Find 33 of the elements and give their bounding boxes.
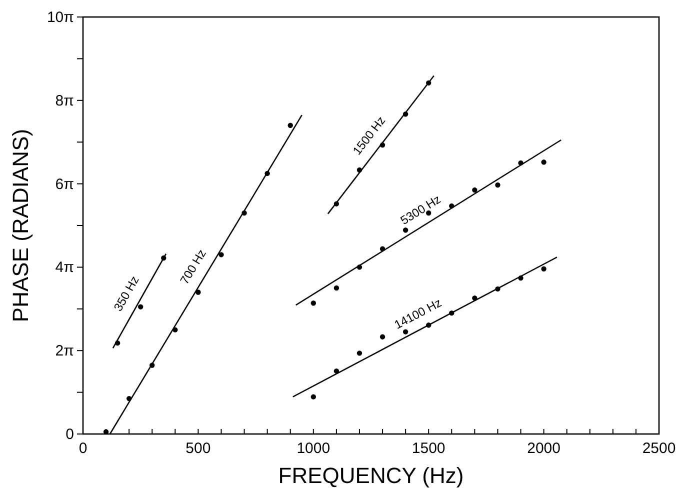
y-tick-label: 4π	[55, 259, 74, 276]
point	[541, 266, 546, 272]
y-tick-label: 2π	[55, 342, 74, 360]
point	[288, 122, 293, 128]
text: 5300 Hz	[398, 192, 444, 228]
y-axis-title: PHASE (RADIANS)	[8, 128, 33, 322]
point	[356, 350, 362, 356]
point	[541, 160, 546, 165]
x-tick-label: 1000	[296, 440, 330, 457]
point	[138, 304, 144, 310]
x-tick-label: 1500	[412, 440, 446, 457]
point	[426, 210, 432, 216]
x-tick-label: 2000	[527, 440, 560, 457]
point	[380, 334, 386, 340]
point	[495, 182, 500, 188]
x-tick-label: 500	[186, 440, 211, 457]
text: 700 Hz	[177, 246, 209, 287]
point	[310, 300, 316, 306]
point	[310, 394, 316, 400]
y-tick-label: 10π	[46, 9, 74, 26]
text: 350 Hz	[110, 274, 142, 314]
y-tick-label: 0	[66, 426, 74, 443]
y-tick-label: 6π	[55, 176, 74, 193]
point	[402, 228, 408, 233]
x-axis-title: FREQUENCY (Hz)	[278, 463, 464, 488]
point	[402, 329, 408, 334]
y-tick-label: 8π	[55, 92, 74, 110]
x-tick-label: 0	[78, 440, 88, 457]
point	[334, 285, 340, 291]
point	[472, 187, 478, 193]
x-tick-label: 2500	[642, 440, 676, 457]
point	[196, 290, 201, 295]
point	[218, 252, 224, 258]
